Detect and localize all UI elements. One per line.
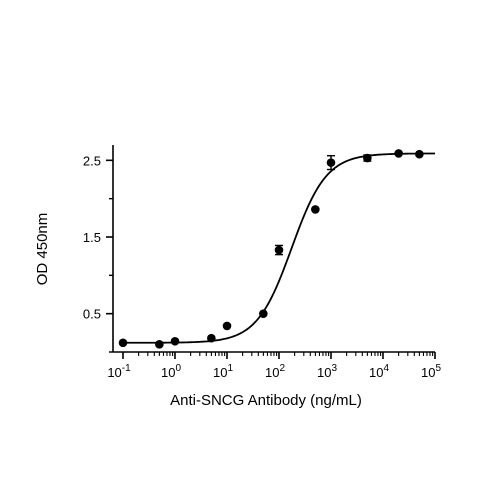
x-tick-label-4: 103 <box>317 363 337 380</box>
x-axis-label: Anti-SNCG Antibody (ng/mL) <box>170 392 362 409</box>
data-point-9 <box>363 153 372 163</box>
x-tick-label-3: 102 <box>265 363 285 380</box>
ticks: 0.5 1.5 2.5 10-1 100 101 102 103 104 105 <box>83 153 442 380</box>
x-tick-label-2: 101 <box>213 363 233 380</box>
data-point-11 <box>415 149 424 159</box>
x-tick-label-5: 104 <box>369 363 389 380</box>
data-point-4 <box>222 321 232 331</box>
y-tick-label-2: 2.5 <box>83 153 101 168</box>
x-tick-label-0: 10-1 <box>107 363 131 380</box>
data-point-8 <box>326 158 336 167</box>
x-tick-label-6: 105 <box>421 363 441 380</box>
data-point-7 <box>311 205 320 214</box>
y-tick-label-0: 0.5 <box>83 307 101 322</box>
x-tick-label-1: 100 <box>161 363 181 380</box>
data-points <box>118 149 424 349</box>
y-tick-label-1: 1.5 <box>83 230 101 245</box>
y-axis-label: OD 450nm <box>34 213 51 286</box>
data-point-2 <box>170 336 180 346</box>
data-point-0 <box>118 338 128 348</box>
data-point-6 <box>274 245 284 255</box>
data-point-1 <box>155 340 164 349</box>
data-point-10 <box>394 149 403 158</box>
data-point-5 <box>259 309 268 318</box>
axes <box>112 145 435 353</box>
data-point-3 <box>207 333 216 343</box>
